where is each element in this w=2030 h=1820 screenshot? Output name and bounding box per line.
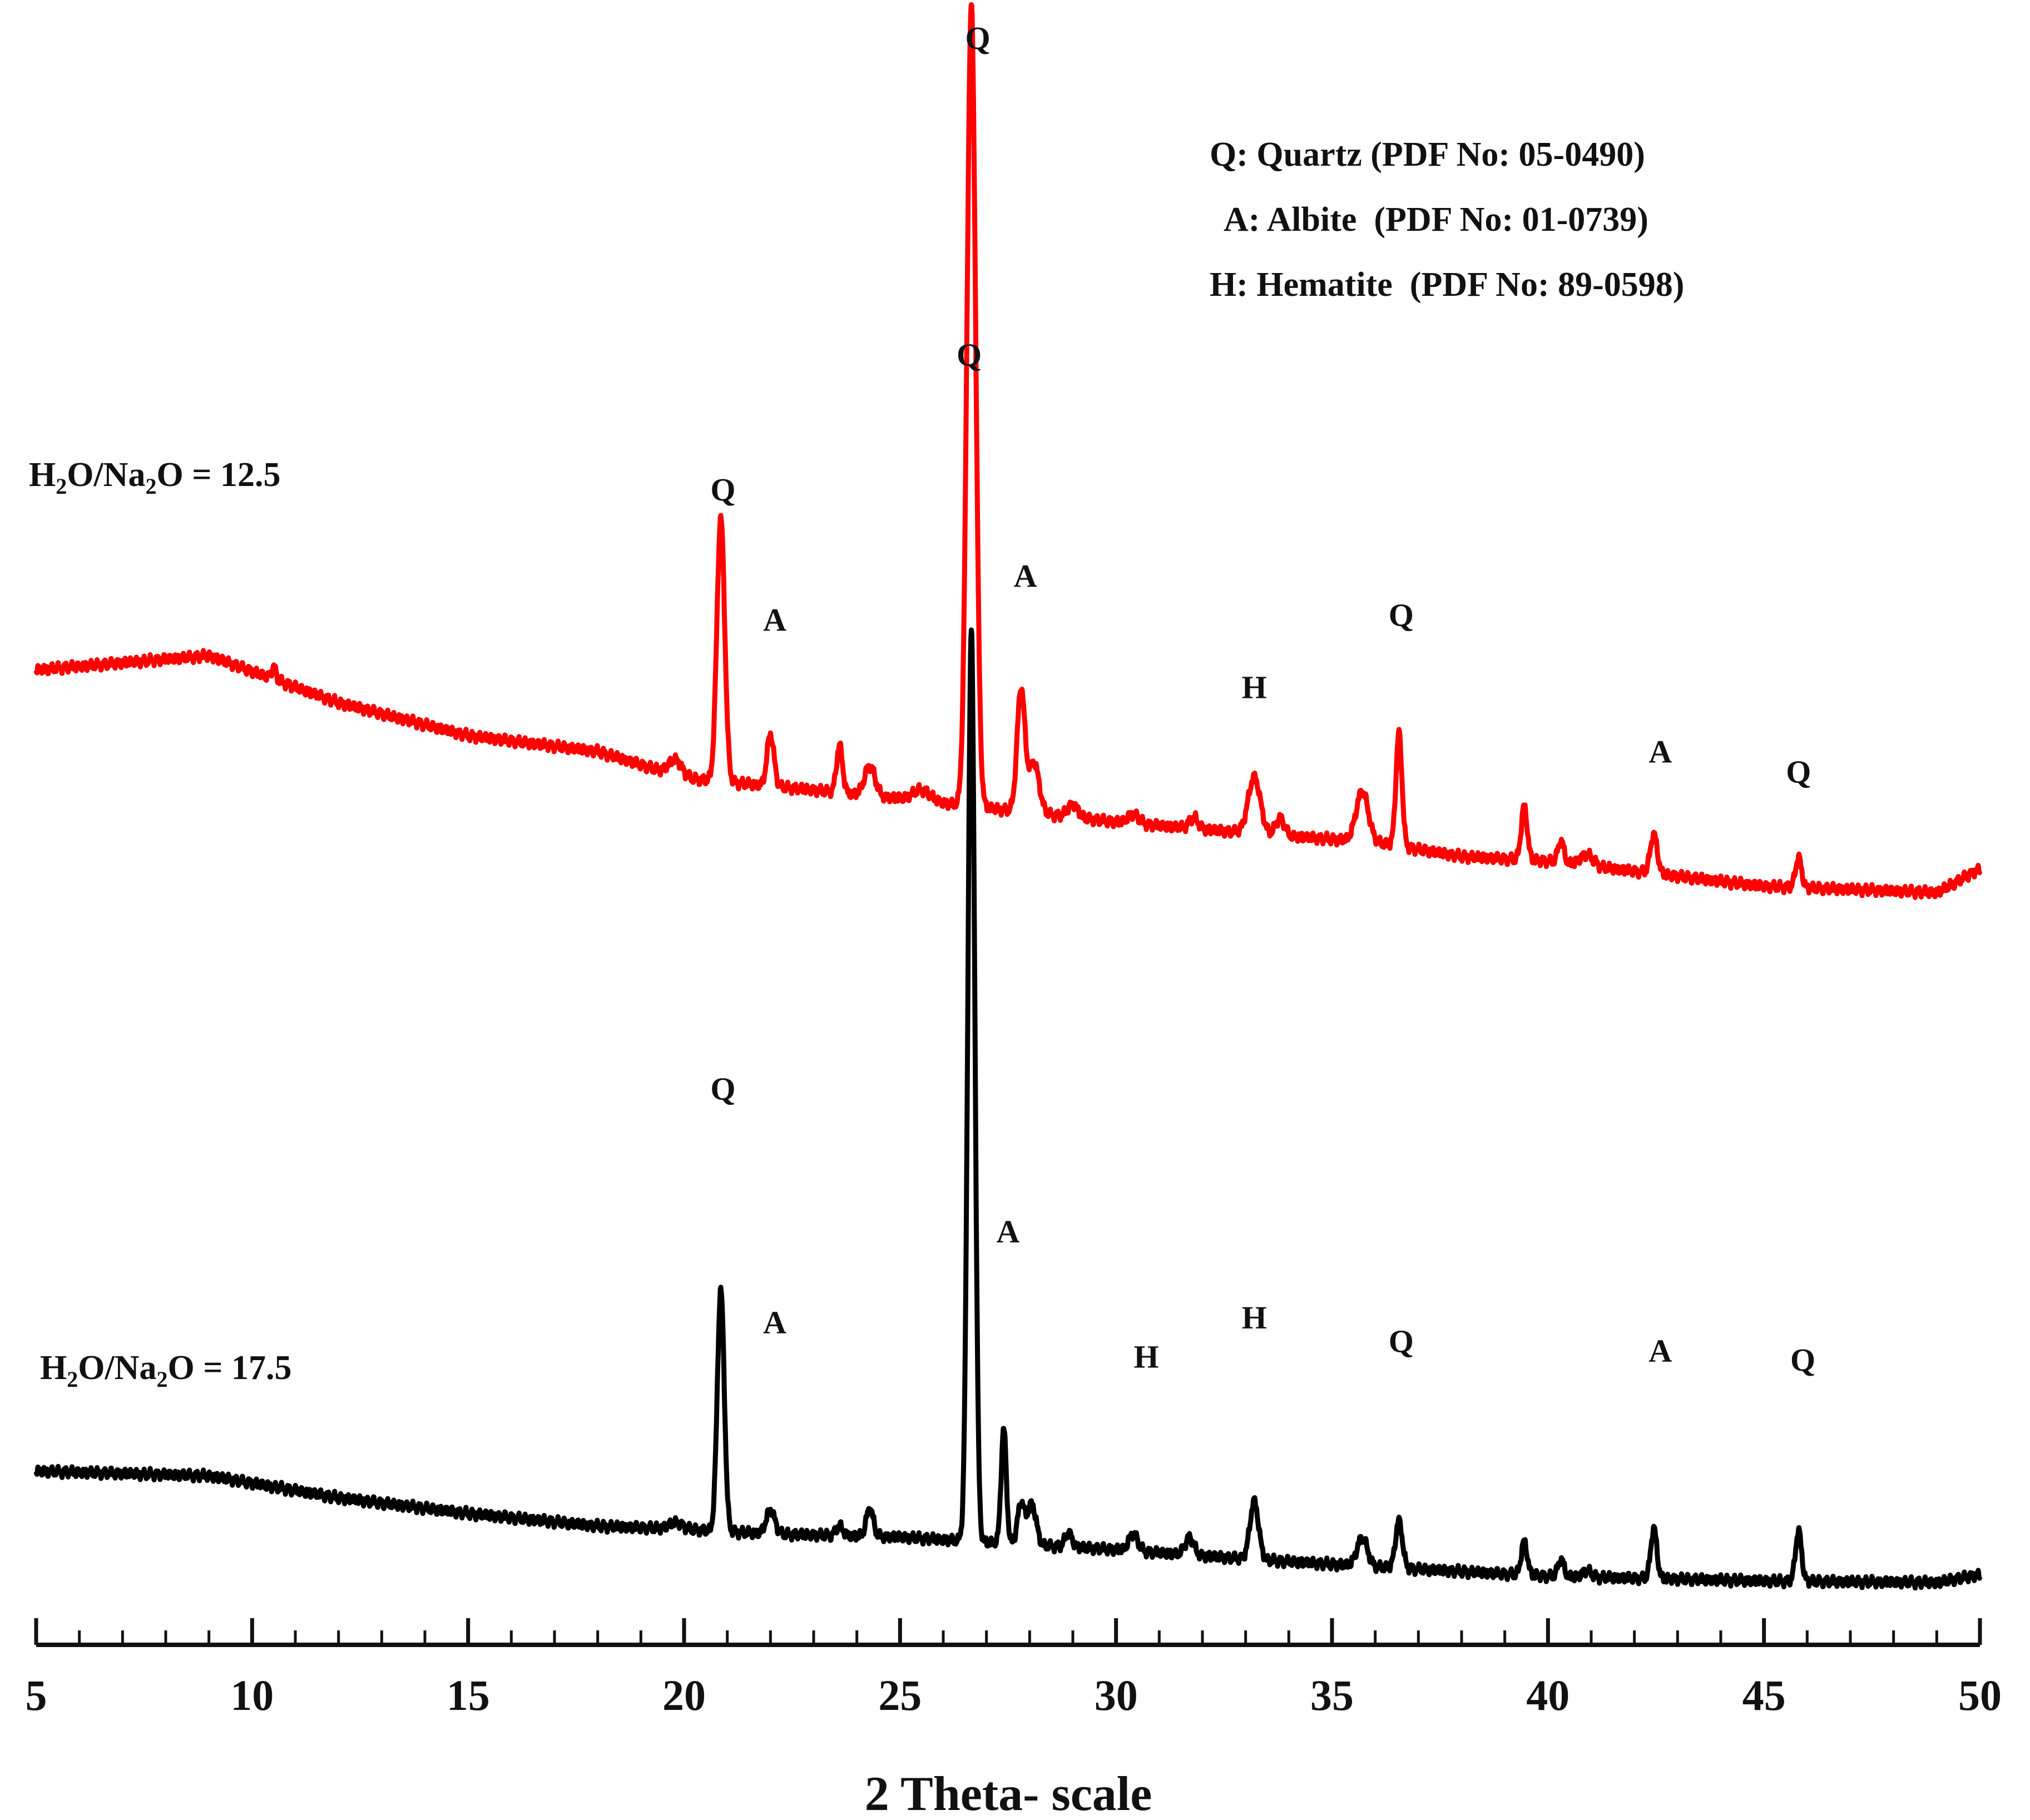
peak-label-15: Q [1389, 1323, 1414, 1359]
legend-entry-albite: A: Albite (PDF No: 01-0739) [1224, 201, 1648, 239]
x-tick-label-40: 40 [1526, 1671, 1569, 1719]
series-layer [33, 2, 1983, 1591]
x-tick-label-5: 5 [26, 1671, 47, 1719]
peak-label-12: A [997, 1213, 1020, 1249]
peak-label-6: Q [1389, 597, 1414, 633]
series-label-17-5: H2O/Na2O = 17.5 [40, 1349, 292, 1392]
x-tick-label-45: 45 [1742, 1671, 1786, 1719]
legend: Q: Quartz (PDF No: 05-0490) A: Albite (P… [1210, 136, 1684, 304]
x-tick-label-35: 35 [1310, 1671, 1354, 1719]
annotation-layer: Q A Q A H Q A Q Q A Q A H H Q A Q [710, 20, 1815, 1378]
x-tick-label-15: 15 [447, 1671, 490, 1719]
legend-entry-hematite: H: Hematite (PDF No: 89-0598) [1210, 266, 1684, 304]
series-label-12-5: H2O/Na2O = 12.5 [29, 456, 281, 499]
x-tick-label-20: 20 [662, 1671, 706, 1719]
peak-label-7: A [1648, 733, 1672, 770]
x-axis-label: 2 Theta- scale [865, 1767, 1152, 1820]
peak-label-4: A [1014, 558, 1037, 594]
peak-label-10: A [763, 1305, 786, 1341]
peak-label-17: Q [1790, 1342, 1815, 1378]
peak-label-3: Q [966, 20, 991, 56]
legend-entry-quartz: Q: Quartz (PDF No: 05-0490) [1210, 136, 1645, 173]
x-axis: 5 10 15 20 25 30 35 40 45 50 2 Theta- scale [26, 1618, 2002, 1820]
peak-label-13: H [1133, 1339, 1158, 1375]
x-axis-ticks: 5 10 15 20 25 30 35 40 45 50 [26, 1618, 2002, 1719]
x-tick-label-50: 50 [1958, 1671, 2002, 1719]
x-tick-label-30: 30 [1095, 1671, 1138, 1719]
peak-label-16: A [1648, 1332, 1672, 1368]
peak-label-8: Q [1786, 754, 1811, 790]
peak-label-11: Q [957, 337, 982, 373]
series-line-1 [33, 2, 1983, 900]
peak-label-14: H [1242, 1300, 1267, 1336]
series-line-2 [33, 627, 1983, 1591]
peak-label-2: A [763, 602, 786, 638]
x-tick-label-25: 25 [878, 1671, 922, 1719]
peak-label-1: Q [710, 472, 735, 508]
peak-label-9: Q [710, 1070, 735, 1107]
x-tick-label-10: 10 [230, 1671, 274, 1719]
peak-label-5: H [1242, 669, 1267, 705]
